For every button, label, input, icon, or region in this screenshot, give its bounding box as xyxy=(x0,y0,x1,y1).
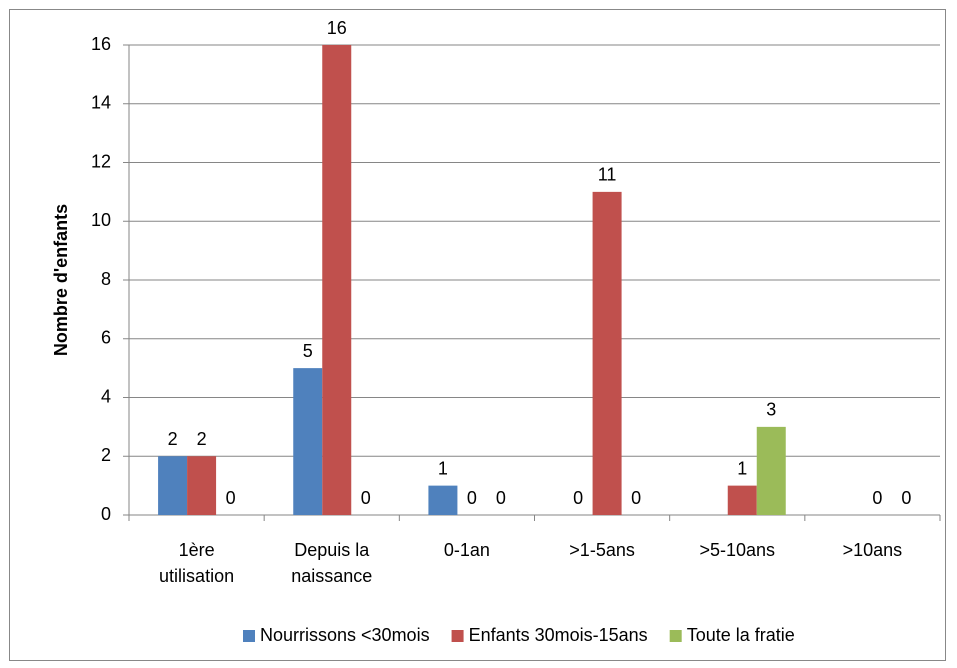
x-tick-label: >1-5ans xyxy=(569,540,635,560)
x-tick-label: 1ère utilisation xyxy=(159,540,234,586)
legend-swatch xyxy=(451,630,464,642)
y-tick-label: 10 xyxy=(91,210,111,230)
y-tick-label: 14 xyxy=(91,93,111,113)
data-label: 0 xyxy=(631,488,641,508)
bar xyxy=(592,191,622,515)
data-label: 1 xyxy=(737,458,747,478)
data-label: 2 xyxy=(197,429,207,449)
y-tick-label: 0 xyxy=(101,504,111,524)
y-tick-label: 4 xyxy=(101,386,111,406)
data-label: 1 xyxy=(438,458,448,478)
x-tick-label: Depuis la naissance xyxy=(291,540,372,586)
data-label: 2 xyxy=(168,429,178,449)
data-label: 3 xyxy=(766,400,776,420)
y-tick-label: 8 xyxy=(101,269,111,289)
x-tick-label: >5-10ans xyxy=(699,540,775,560)
bar xyxy=(158,456,188,515)
bar xyxy=(187,456,217,515)
legend-label: Enfants 30mois-15ans xyxy=(469,625,648,645)
x-tick-label: 0-1an xyxy=(444,540,490,560)
data-label: 0 xyxy=(573,488,583,508)
legend-swatch xyxy=(669,630,682,642)
data-label: 16 xyxy=(327,18,347,38)
data-label: 0 xyxy=(872,488,882,508)
y-tick-label: 12 xyxy=(91,151,111,171)
bar xyxy=(428,485,458,515)
data-label: 5 xyxy=(303,341,313,361)
bar xyxy=(322,45,352,515)
data-label: 0 xyxy=(226,488,236,508)
bar xyxy=(293,368,323,515)
y-tick-label: 2 xyxy=(101,445,111,465)
data-label: 0 xyxy=(496,488,506,508)
data-label: 0 xyxy=(361,488,371,508)
data-label: 0 xyxy=(467,488,477,508)
chart-border xyxy=(9,9,946,661)
data-label: 0 xyxy=(901,488,911,508)
y-tick-label: 16 xyxy=(91,34,111,54)
legend-label: Nourrissons <30mois xyxy=(260,625,430,645)
bar xyxy=(756,426,786,515)
data-label: 11 xyxy=(598,165,617,185)
y-tick-label: 6 xyxy=(101,328,111,348)
legend-swatch xyxy=(243,630,255,642)
y-axis-title: Nombre d'enfants xyxy=(51,204,71,356)
x-tick-label: >10ans xyxy=(843,540,903,560)
bar xyxy=(727,485,757,515)
legend-label: Toute la fratie xyxy=(687,625,795,645)
